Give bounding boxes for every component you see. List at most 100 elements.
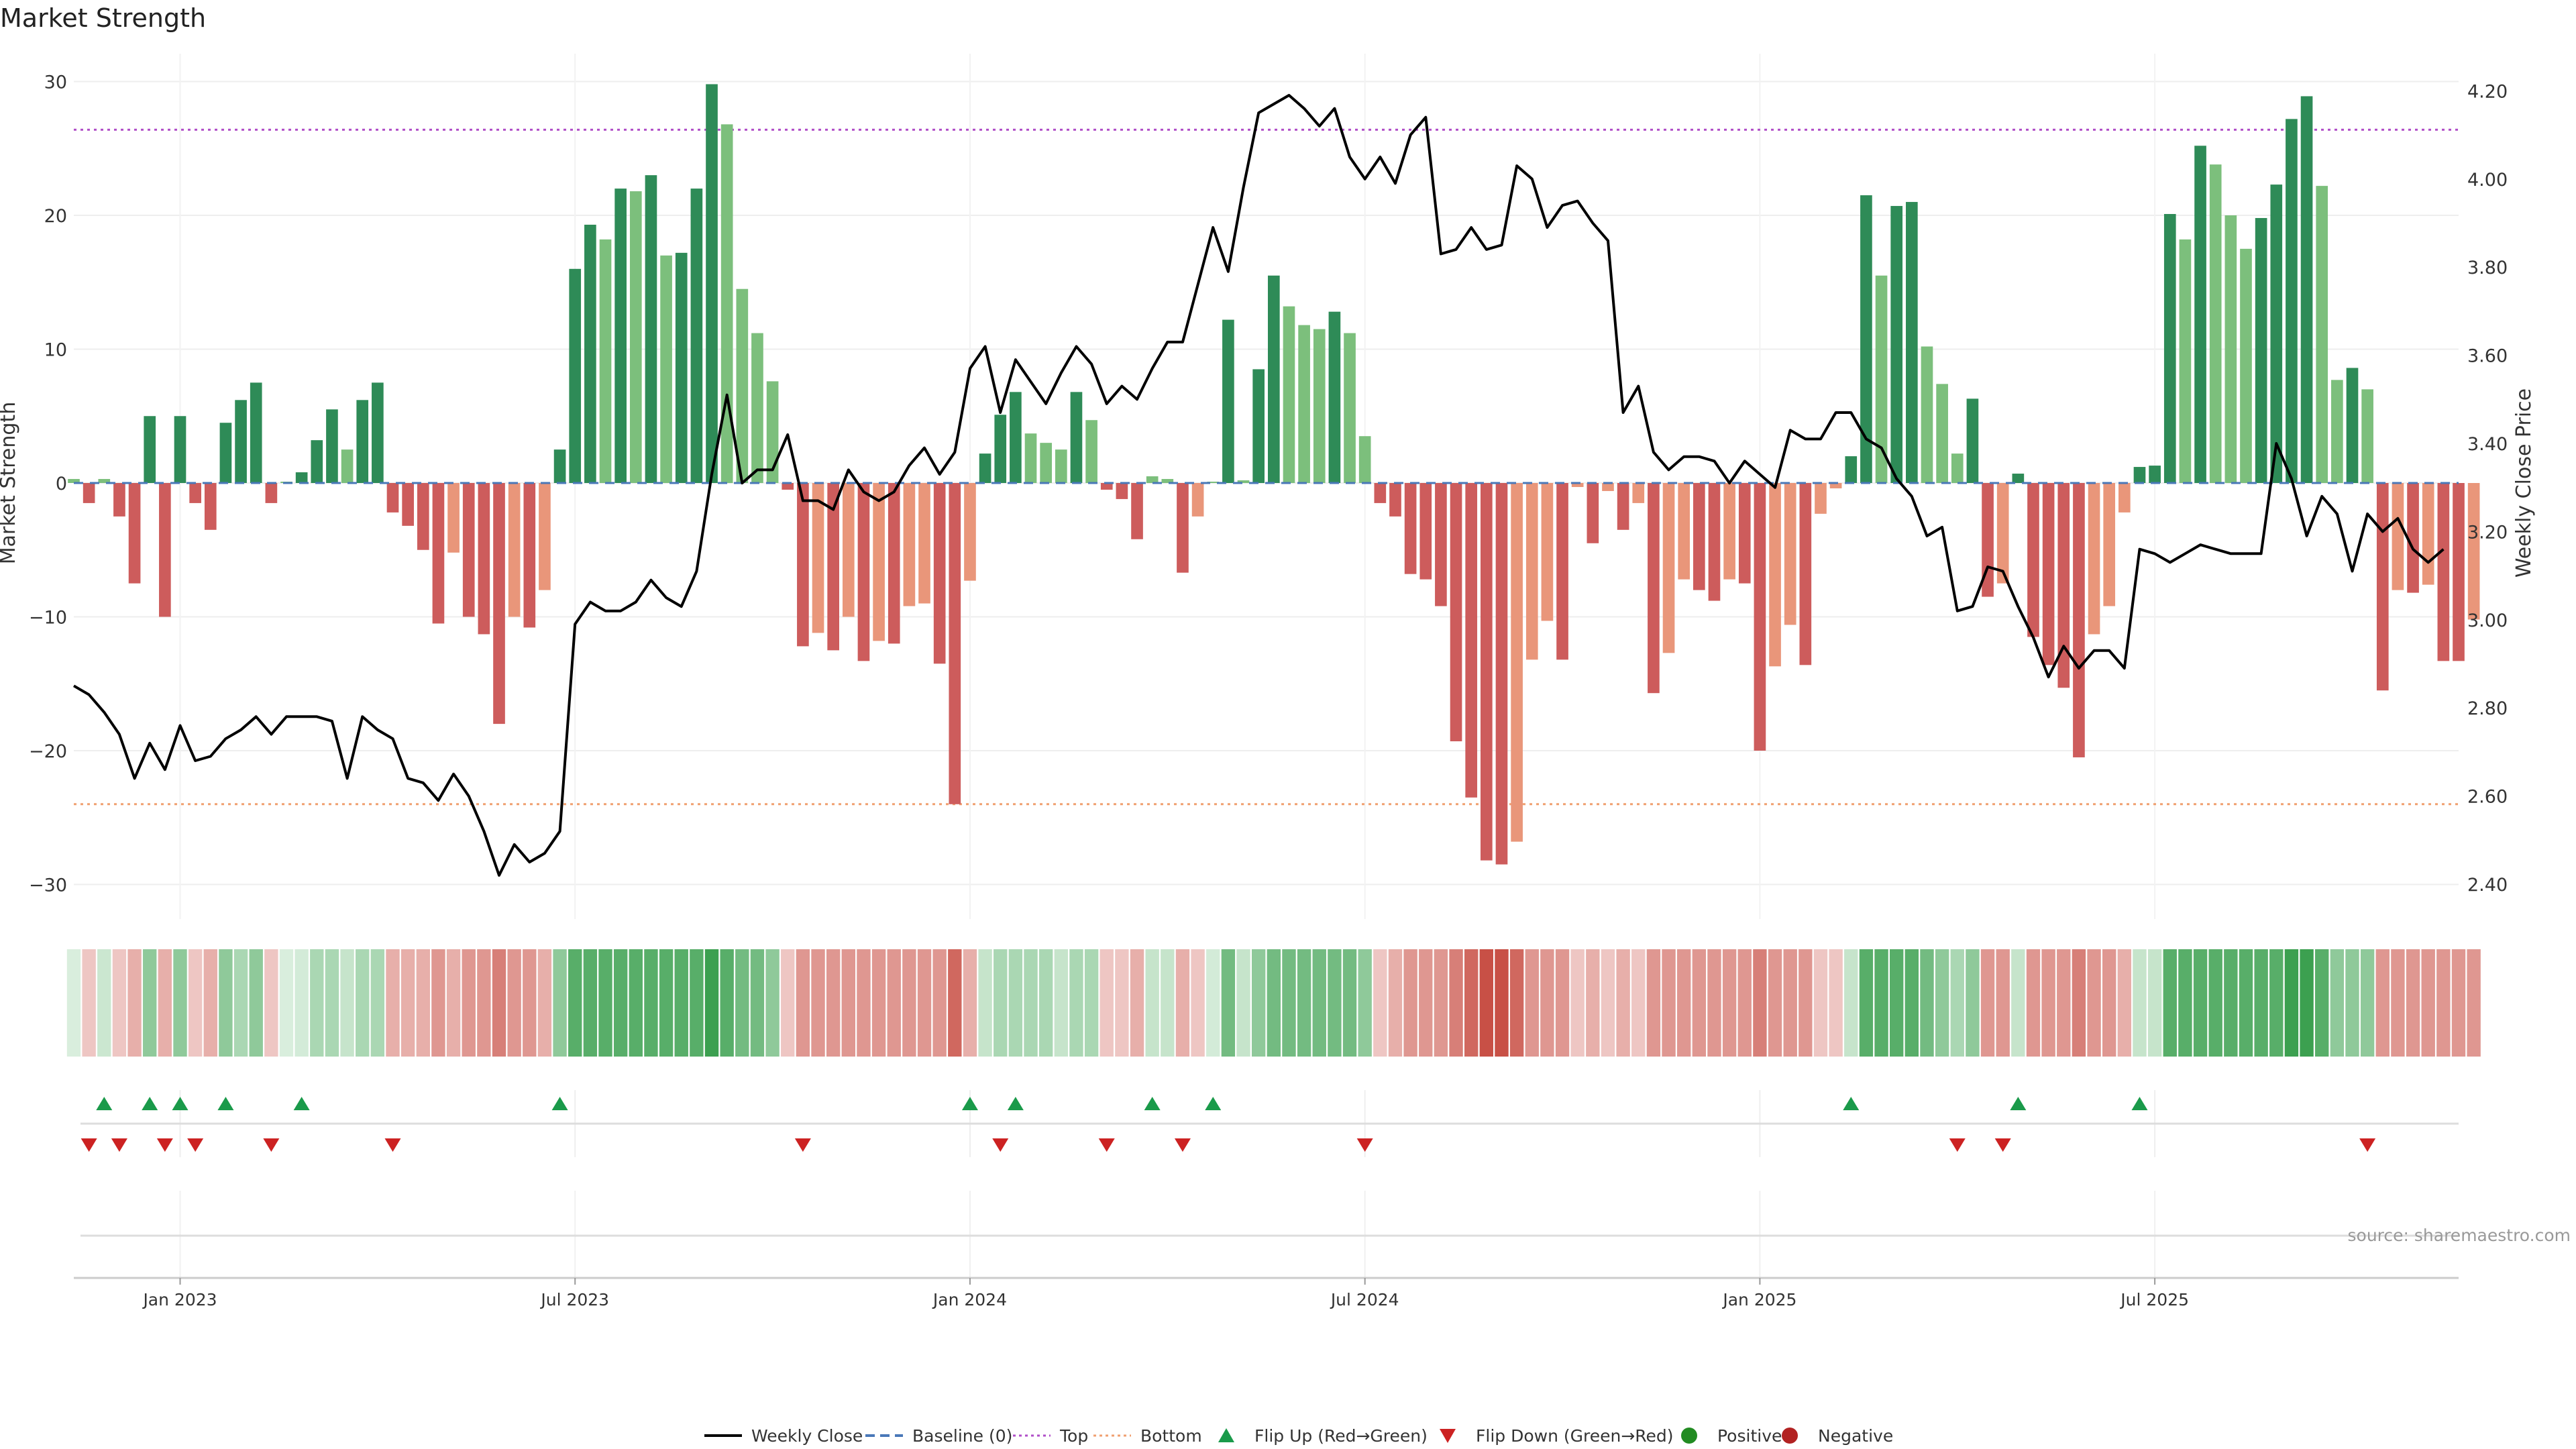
flip-up-marker <box>2010 1097 2027 1110</box>
strength-bar <box>1845 456 1858 483</box>
strength-bar <box>1313 329 1326 483</box>
y-tick-label: −30 <box>29 875 67 896</box>
heat-cell <box>2117 949 2132 1057</box>
strength-bar <box>1024 433 1037 483</box>
heat-cell <box>1601 949 1615 1057</box>
flip-up-marker <box>1007 1097 1024 1110</box>
flip-down-marker <box>156 1138 173 1152</box>
heat-cell <box>2163 949 2177 1057</box>
heat-cell <box>1206 949 1220 1057</box>
heat-cell <box>1525 949 1539 1057</box>
heat-cell <box>1495 949 1509 1057</box>
heat-cell <box>948 949 962 1057</box>
heat-cell <box>1677 949 1691 1057</box>
heat-cell <box>1297 949 1311 1057</box>
heat-cell <box>1586 949 1600 1057</box>
heat-cell <box>2102 949 2116 1057</box>
flip-down-marker <box>2359 1138 2376 1152</box>
y2-tick-label: 3.20 <box>2467 522 2508 543</box>
legend-circle-icon <box>1681 1428 1697 1444</box>
strength-bar <box>2224 215 2237 483</box>
heat-cell <box>325 949 339 1057</box>
strength-bar <box>553 449 566 483</box>
strength-bar <box>159 483 171 617</box>
heat-cell <box>1859 949 1874 1057</box>
strength-bar <box>295 472 308 483</box>
heat-cell <box>1419 949 1433 1057</box>
heat-cell <box>2451 949 2466 1057</box>
heat-cell <box>2026 949 2041 1057</box>
heat-cell <box>173 949 187 1057</box>
strength-bar <box>2453 483 2465 661</box>
y2-tick-label: 3.00 <box>2467 610 2508 631</box>
legend-label: Negative <box>1818 1426 1893 1446</box>
y2-tick-label: 4.20 <box>2467 81 2508 102</box>
heat-cell <box>704 949 719 1057</box>
heat-cell <box>2345 949 2359 1057</box>
strength-bar <box>1632 483 1645 503</box>
heat-cell <box>2254 949 2268 1057</box>
heat-cell <box>735 949 749 1057</box>
weekly-close-line <box>72 94 2445 877</box>
strength-bar <box>2346 368 2359 483</box>
strength-bar <box>1328 311 1341 483</box>
y2-axis-label: Weekly Close Price <box>2512 388 2536 578</box>
heat-cell <box>963 949 977 1057</box>
heat-cell <box>1662 949 1676 1057</box>
heat-cell <box>811 949 825 1057</box>
strength-bar <box>311 440 323 483</box>
heat-cell <box>1783 949 1797 1057</box>
heat-cell <box>917 949 932 1057</box>
strength-bar <box>523 483 536 628</box>
heat-cell <box>1890 949 1904 1057</box>
strength-bar <box>341 449 354 483</box>
heat-cell <box>2391 949 2405 1057</box>
heat-cell <box>1342 949 1357 1057</box>
heat-cell <box>1692 949 1707 1057</box>
heat-cell <box>1312 949 1326 1057</box>
heat-cell <box>431 949 445 1057</box>
heat-cell <box>1555 949 1570 1057</box>
heat-cell <box>720 949 734 1057</box>
strength-bar <box>1875 275 1888 483</box>
strength-bar <box>1146 476 1159 483</box>
strength-bar <box>1571 483 1584 487</box>
strength-bar <box>83 483 95 503</box>
strength-bar <box>1678 483 1690 580</box>
strength-bar <box>857 483 870 661</box>
strength-bar <box>2194 146 2206 483</box>
heat-cell <box>294 949 309 1057</box>
strength-bar <box>447 483 460 553</box>
strength-bar <box>629 191 642 483</box>
strength-bar <box>1465 483 1478 798</box>
heat-cell <box>1267 949 1281 1057</box>
strength-bar <box>1662 483 1675 653</box>
heat-cell <box>871 949 886 1057</box>
strength-bar <box>2376 483 2389 691</box>
strength-bar <box>204 483 217 530</box>
legend-label: Top <box>1059 1426 1088 1446</box>
flip-down-marker <box>111 1138 127 1152</box>
strength-bar <box>478 483 490 635</box>
heat-cell <box>537 949 552 1057</box>
strength-bar <box>2437 483 2450 661</box>
strength-bar <box>2042 483 2055 665</box>
heat-cell <box>857 949 871 1057</box>
strength-bar <box>356 400 369 483</box>
strength-bar <box>1738 483 1751 584</box>
heat-cell <box>568 949 582 1057</box>
flip-down-marker <box>263 1138 280 1152</box>
strength-bar <box>1921 346 1933 483</box>
heat-cell <box>1161 949 1175 1057</box>
strength-bar <box>235 400 247 483</box>
strength-bar <box>1100 483 1113 490</box>
heat-cell <box>2193 949 2208 1057</box>
strength-bar <box>1191 483 1204 517</box>
strength-bar <box>372 382 384 483</box>
heat-cell <box>112 949 127 1057</box>
strength-bar <box>1374 483 1387 503</box>
strength-bar <box>2118 483 2131 513</box>
strength-bar <box>1784 483 1796 625</box>
heat-cell <box>2300 949 2314 1057</box>
flip-up-marker <box>2131 1097 2148 1110</box>
